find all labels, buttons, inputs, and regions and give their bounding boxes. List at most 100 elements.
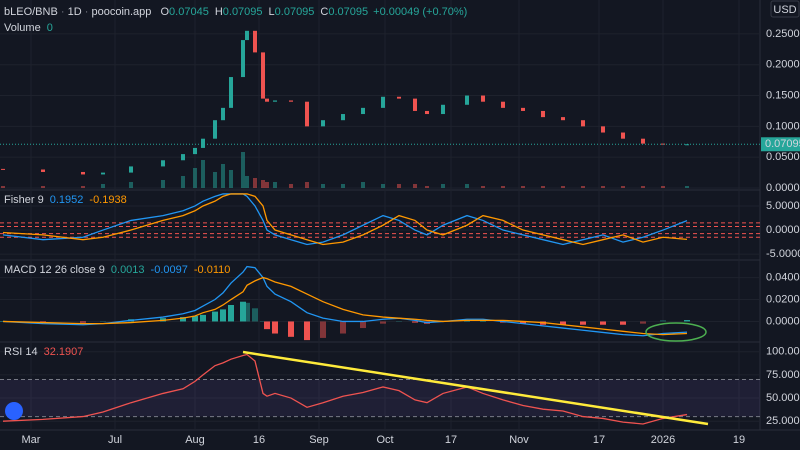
- x-tick-label: 2026: [651, 434, 675, 446]
- candle: [289, 100, 293, 102]
- x-tick-label: Aug: [185, 434, 205, 446]
- candle: [621, 132, 625, 139]
- volume-bar: [381, 184, 385, 188]
- volume-bar: [661, 186, 665, 188]
- volume-bar: [341, 184, 345, 188]
- x-tick-label: Mar: [22, 434, 41, 446]
- candle: [193, 147, 197, 155]
- candle: [241, 40, 245, 78]
- volume-bar: [193, 168, 197, 188]
- histogram-bar: [396, 321, 402, 322]
- y-tick-label: 0.0400: [766, 271, 800, 283]
- candle: [305, 101, 309, 127]
- candle: [213, 120, 217, 139]
- candle: [381, 96, 385, 108]
- header: bLEO/BNB · 1D · poocoin.app O0.07045 H0.0…: [4, 6, 467, 18]
- histogram-bar: [100, 321, 106, 322]
- currency-button[interactable]: [770, 0, 800, 18]
- pane-legend: MACD 12 26 close 9 0.0013 -0.0097 -0.0110: [4, 264, 230, 276]
- highlight-ellipse: [645, 322, 707, 342]
- volume-bar: [81, 186, 85, 188]
- candle: [413, 98, 417, 111]
- volume-bar: [541, 186, 545, 188]
- y-tick-label: 25.0000: [766, 415, 800, 427]
- volume-bar: [265, 182, 269, 188]
- candle: [397, 96, 401, 99]
- currency[interactable]: USD: [773, 4, 796, 16]
- volume-bar: [1, 186, 5, 188]
- histogram-bar: [640, 321, 646, 324]
- histogram-bar: [304, 321, 310, 341]
- x-tick-label: 19: [733, 434, 745, 446]
- volume-bar: [561, 186, 565, 188]
- y-tick-label: 0.0000: [766, 315, 800, 327]
- histogram-bar: [180, 317, 186, 322]
- histogram-bar: [252, 308, 258, 322]
- candle: [81, 171, 85, 175]
- candle: [581, 120, 585, 127]
- legend-title: Volume: [4, 22, 41, 34]
- histogram-bar: [560, 321, 566, 325]
- volume-bar: [289, 184, 293, 188]
- volume-bar: [621, 186, 625, 188]
- volume-bar: [361, 182, 365, 188]
- histogram-bar: [244, 302, 250, 322]
- level-band: [0, 379, 760, 417]
- histogram-bar: [520, 321, 526, 324]
- candle: [425, 110, 429, 115]
- candle: [521, 107, 525, 111]
- histogram-bar: [264, 321, 270, 330]
- candle: [341, 114, 345, 121]
- volume-bar: [41, 186, 45, 188]
- histogram-bar: [80, 321, 86, 323]
- candle: [101, 172, 105, 175]
- ohlc-label: H: [215, 6, 223, 18]
- volume-bar: [213, 172, 217, 188]
- histogram-bar: [260, 321, 266, 322]
- x-tick-label: 16: [253, 434, 265, 446]
- candle: [261, 52, 265, 99]
- y-tick-label: 50.0000: [766, 392, 800, 404]
- volume-bar: [229, 170, 233, 188]
- candle: [481, 95, 485, 102]
- volume-bar: [221, 164, 225, 188]
- volume-bar: [129, 182, 133, 188]
- histogram-bar: [240, 301, 246, 322]
- volume-bar: [253, 178, 257, 188]
- candle: [229, 77, 233, 108]
- volume-bar: [241, 152, 245, 188]
- volume-bar: [261, 180, 265, 188]
- ohlc-label: L: [269, 6, 275, 18]
- pane-legend: Volume 0: [4, 22, 53, 34]
- histogram-bar: [340, 321, 346, 334]
- histogram-bar: [660, 320, 666, 322]
- histogram-bar: [192, 315, 198, 322]
- source: poocoin.app: [91, 6, 151, 18]
- series-line: [2, 276, 688, 336]
- volume-bar: [305, 182, 309, 188]
- legend-value: -0.1938: [89, 194, 126, 206]
- change: +0.00049 (+0.70%): [373, 6, 467, 18]
- symbol: bLEO/BNB: [4, 6, 58, 18]
- legend-value: 0.0013: [111, 264, 145, 276]
- candle: [201, 138, 205, 148]
- series-line: [2, 353, 688, 425]
- histogram-bar: [212, 311, 218, 322]
- histogram-bar: [320, 321, 326, 338]
- x-tick-label: Oct: [376, 434, 393, 446]
- volume-bar: [465, 184, 469, 188]
- volume-bar: [321, 184, 325, 188]
- histogram-bar: [228, 305, 234, 322]
- series-line: [2, 193, 688, 246]
- volume-bar: [441, 184, 445, 188]
- legend-value: 0.1952: [50, 194, 84, 206]
- pane-legend: Fisher 9 0.1952 -0.1938: [4, 194, 127, 206]
- volume-bar: [161, 180, 165, 188]
- ohlc-label: C: [320, 6, 328, 18]
- ohlc-value: 0.07095: [223, 6, 263, 18]
- ohlc-value: 0.07045: [169, 6, 209, 18]
